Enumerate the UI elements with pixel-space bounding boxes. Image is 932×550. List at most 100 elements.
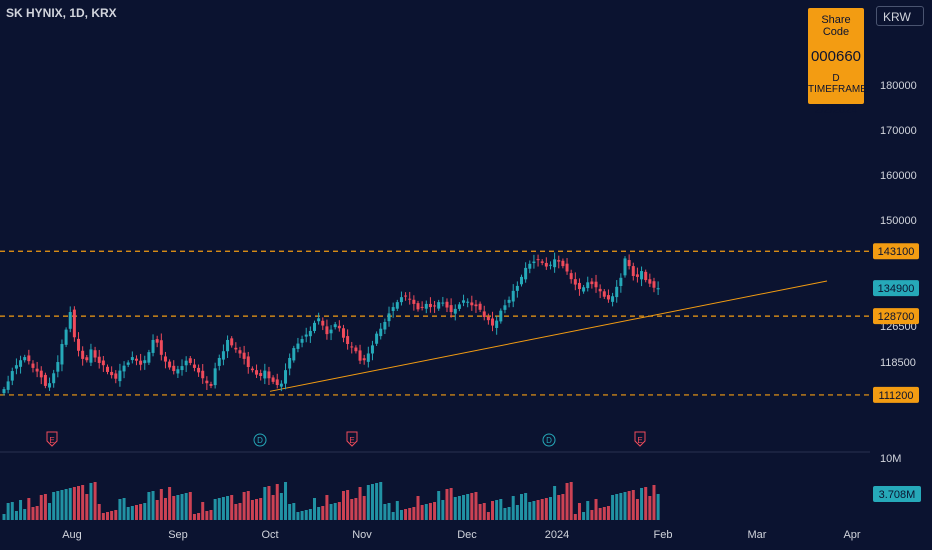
candle-body [134,358,138,361]
candle-body [288,357,292,369]
volume-bar [383,504,387,520]
candle-body [652,281,656,288]
volume-bar [64,489,68,520]
candle-body [594,281,598,288]
candle-body [437,302,441,309]
volume-bar [337,502,341,520]
volume-bar [627,491,631,520]
volume-bar [557,495,561,520]
candle-body [85,357,89,361]
price-tag-label: 143100 [878,246,915,258]
trend-line [269,280,828,392]
candle-body [226,339,230,352]
price-tag-label: 111200 [878,390,913,402]
info-timeframe: D TIMEFRAME [808,73,867,95]
candle-body [416,303,420,310]
candle-body [495,320,499,328]
candle-body [337,325,341,329]
candle-body [296,343,300,349]
x-tick-label: Sep [168,529,188,541]
volume-bar [611,495,615,520]
volume-bar [147,492,151,520]
candle-body [346,336,350,345]
candle-body [375,333,379,344]
volume-bar [163,498,167,520]
volume-bar [77,486,81,520]
candle-body [615,286,619,298]
candle-body [362,358,366,361]
candle-body [139,360,143,365]
candle-body [573,279,577,285]
candle-body [2,389,6,394]
candle-body [606,295,610,300]
dividend-icon [542,433,556,447]
x-tick-label: Apr [843,529,860,541]
volume-bar [466,494,470,520]
candle-body [242,352,246,359]
candle-body [325,326,329,335]
candle-body [27,355,31,362]
candle-body [77,338,81,351]
volume-value-tag [873,486,921,502]
dividend-icon [253,433,267,447]
candle-body [97,356,101,363]
volume-bar [511,496,515,520]
volume-bar [449,488,453,520]
candle-body [72,309,76,338]
volume-bar [656,494,660,520]
volume-bar [528,502,532,520]
candle-body [14,365,18,369]
candle-body [317,318,321,322]
volume-bar [615,494,619,520]
candle-body [350,346,354,348]
volume-bar [168,487,172,520]
volume-bar [118,499,122,520]
volume-bar [2,514,6,520]
candle-body [172,365,176,372]
candle-body [644,271,648,281]
volume-bar [644,487,648,520]
candle-body [379,328,383,337]
volume-bar [300,511,304,520]
volume-bar [197,513,201,520]
candle-body [548,264,552,266]
candle-body [168,361,172,368]
volume-bar [399,510,403,520]
volume-bar [304,510,308,520]
volume-bar [433,502,437,520]
candle-body [209,384,213,386]
candle-body [56,362,60,372]
volume-bar [242,492,246,520]
candle-body [6,381,10,390]
volume-bar [648,496,652,520]
volume-bar [404,509,408,520]
candle-body [635,274,639,277]
volume-bar [478,504,482,520]
event-marker-label: E [49,436,54,445]
candle-body [329,329,333,334]
volume-bar [395,501,399,520]
level-price-tag [873,243,919,260]
candle-body [399,297,403,303]
volume-bar [341,491,345,520]
candle-body [424,303,428,309]
volume-bar [577,503,581,520]
volume-bar [68,488,72,520]
currency-selector[interactable]: KRW [876,6,924,26]
candle-body [354,347,358,352]
candle-body [300,339,304,343]
volume-bar [416,496,420,520]
volume-bar [333,503,337,520]
volume-bar [482,503,486,520]
candle-body [598,288,602,292]
volume-bar [321,506,325,520]
info-share-code: 000660 [810,48,862,65]
candle-body [279,383,283,387]
volume-bar [14,511,18,520]
candle-body [230,338,234,346]
volume-bar [387,503,391,520]
candle-body [284,370,288,384]
volume-bar [259,498,263,520]
candle-body [428,303,432,308]
